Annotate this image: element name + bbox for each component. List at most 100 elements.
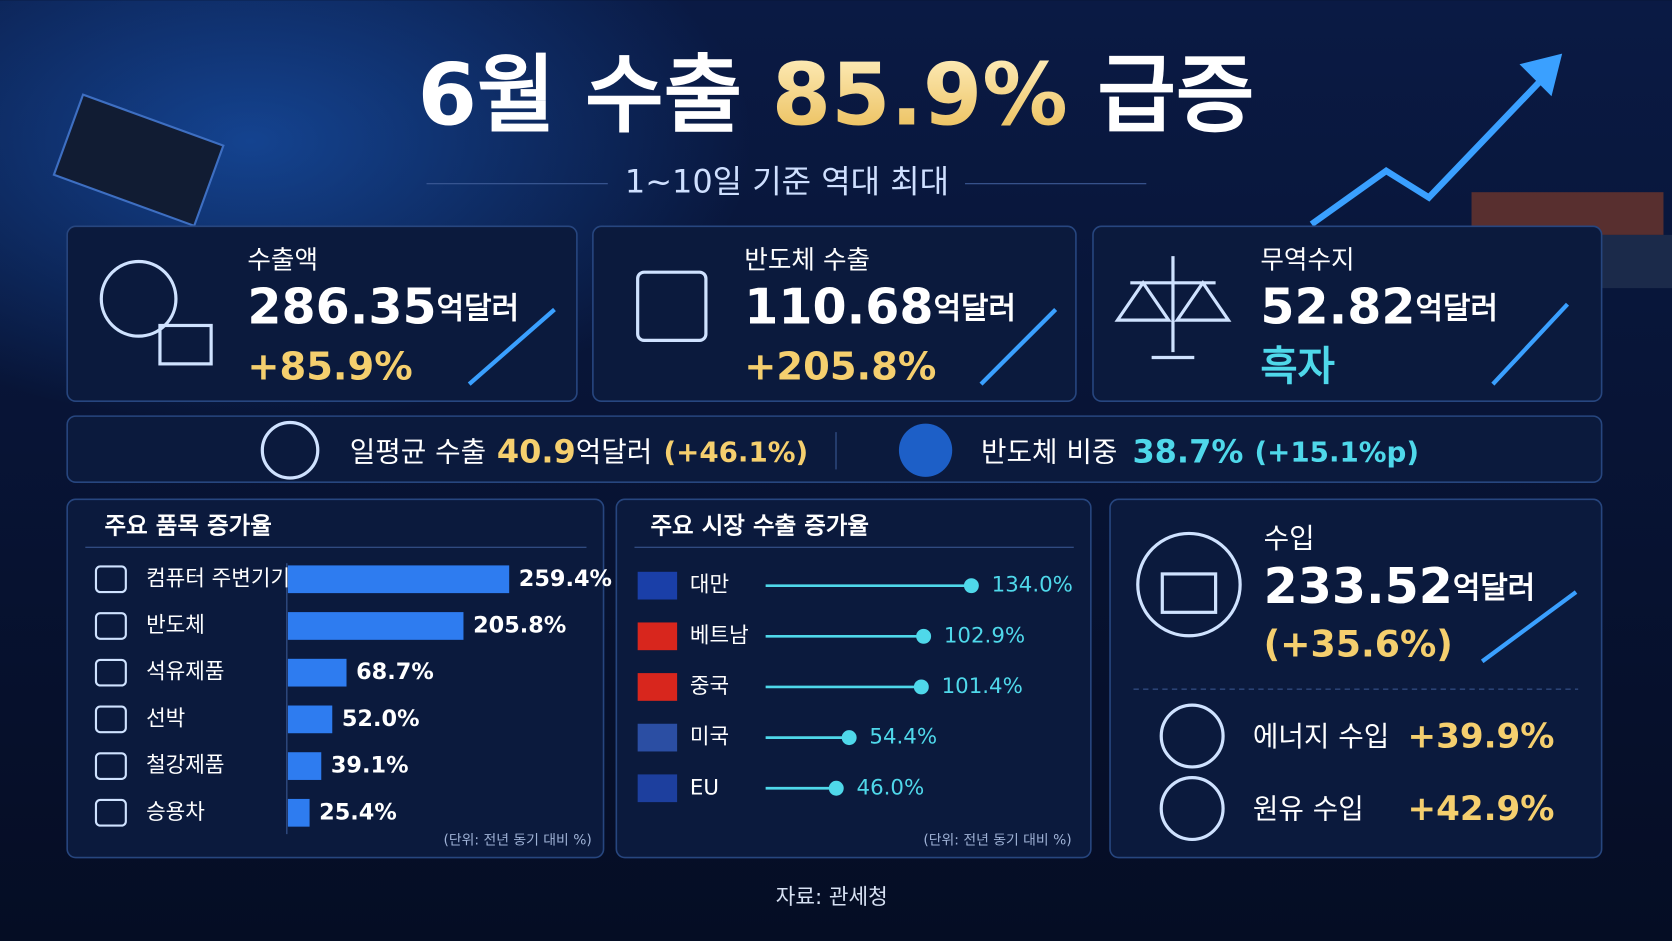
trend-arrow	[1480, 590, 1578, 664]
value-label: 52.0%	[342, 706, 420, 732]
category-label: 선박	[146, 706, 185, 731]
pie-icon	[898, 423, 953, 477]
panel-title: 주요 시장 수출 증가율	[650, 512, 869, 540]
unit: 억달러	[437, 291, 519, 326]
change: (+46.1%)	[663, 435, 808, 468]
imports-value: 233.52억달러	[1264, 556, 1536, 614]
imports-label: 수입	[1264, 522, 1315, 555]
imports-panel	[1109, 498, 1603, 859]
summary-label: 반도체 비중	[981, 435, 1117, 468]
flag-icon	[637, 723, 678, 752]
trend-arrow	[467, 307, 556, 386]
card-value: 110.68억달러	[744, 277, 1016, 335]
card-frame	[1092, 225, 1603, 402]
title-highlight: 85.9%	[772, 47, 1068, 146]
unit-note: (단위: 전년 동기 대비 %)	[923, 833, 1071, 849]
source: 자료: 관세청	[776, 885, 888, 910]
summary-label: 일평균 수출	[350, 435, 486, 468]
chip-decoration	[52, 53, 1563, 228]
card-frame	[592, 225, 1077, 402]
card-status: 흑자	[1260, 342, 1335, 390]
card-value: 52.82억달러	[1260, 277, 1498, 335]
globe-icon	[99, 259, 178, 338]
trend-arrow	[1491, 302, 1570, 386]
imports-change: (+35.6%)	[1264, 622, 1453, 665]
item-icon	[94, 798, 127, 827]
bar	[287, 705, 333, 734]
title: 6월 수출 85.9% 급증	[418, 47, 1255, 146]
summary-bar	[66, 415, 1603, 484]
value: 233.52	[1264, 556, 1453, 614]
bar	[287, 798, 310, 827]
import-item-label: 에너지 수입	[1253, 720, 1389, 753]
category-label: 반도체	[146, 613, 205, 638]
unit: 억달러	[1453, 570, 1535, 605]
item-icon	[94, 658, 127, 687]
title-part: 급증	[1097, 47, 1254, 146]
value-label: 46.0%	[857, 775, 925, 800]
bar	[287, 752, 322, 780]
change: (+15.1%p)	[1255, 435, 1420, 468]
card-change: +85.9%	[247, 345, 412, 390]
value: 52.82	[1260, 277, 1415, 335]
summary-value: 38.7% (+15.1%p)	[1132, 432, 1419, 470]
flag-icon	[637, 774, 678, 803]
card-change: +205.8%	[744, 345, 936, 390]
card-label: 수출액	[247, 246, 318, 276]
value-label: 102.9%	[944, 623, 1025, 648]
trend-arrow	[979, 307, 1058, 386]
bar	[287, 658, 347, 687]
panel-title: 주요 품목 증가율	[105, 512, 272, 540]
dot	[913, 679, 929, 695]
dot	[916, 628, 932, 644]
value: 38.7%	[1132, 432, 1243, 470]
item-icon	[94, 565, 127, 594]
import-icon	[1136, 531, 1242, 638]
card-value: 286.35억달러	[247, 277, 519, 335]
dot	[963, 578, 979, 594]
container-icon	[1160, 572, 1218, 614]
unit: 억달러	[1416, 291, 1498, 326]
scale-icon	[1114, 256, 1232, 360]
import-item-label: 원유 수입	[1253, 793, 1364, 826]
unit: 억달러	[576, 435, 653, 468]
value-label: 39.1%	[331, 753, 409, 779]
category-label: 승용차	[146, 800, 205, 825]
flag-icon	[637, 571, 678, 600]
card-frame	[66, 225, 578, 402]
container-icon	[158, 323, 213, 366]
value-label: 25.4%	[319, 799, 397, 825]
flag-icon	[637, 673, 678, 701]
value-label: 101.4%	[942, 674, 1023, 699]
unit-note: (단위: 전년 동기 대비 %)	[444, 833, 592, 849]
import-item-change: +42.9%	[1408, 789, 1555, 829]
category-label: 컴퓨터 주변기기	[146, 566, 290, 591]
card: 반도체 수출 110.68억달러 +205.8%	[592, 225, 1077, 402]
category-label: 베트남	[690, 623, 749, 648]
value-label: 259.4%	[519, 566, 612, 592]
item-icon	[94, 612, 127, 640]
value-label: 54.4%	[869, 725, 937, 750]
flag-icon	[637, 622, 678, 651]
card: 수출액 286.35억달러 +85.9%	[66, 225, 578, 402]
value: 286.35	[247, 277, 436, 335]
card-label: 무역수지	[1260, 246, 1354, 276]
value-label: 68.7%	[356, 659, 434, 685]
card: 무역수지 52.82억달러 흑자	[1092, 225, 1603, 402]
bar	[287, 612, 464, 640]
value-label: 134.0%	[992, 573, 1073, 598]
item-icon	[94, 705, 127, 734]
value: 40.9	[497, 432, 576, 470]
category-label: 미국	[690, 725, 729, 750]
value-label: 205.8%	[473, 612, 566, 638]
chip-icon	[636, 270, 708, 343]
dot	[841, 730, 857, 746]
chart-icon	[260, 420, 320, 480]
barrel-icon	[1159, 776, 1225, 842]
summary-value: 40.9억달러 (+46.1%)	[497, 432, 808, 470]
unit: 억달러	[934, 291, 1016, 326]
dot	[828, 780, 844, 796]
item-icon	[94, 752, 127, 780]
